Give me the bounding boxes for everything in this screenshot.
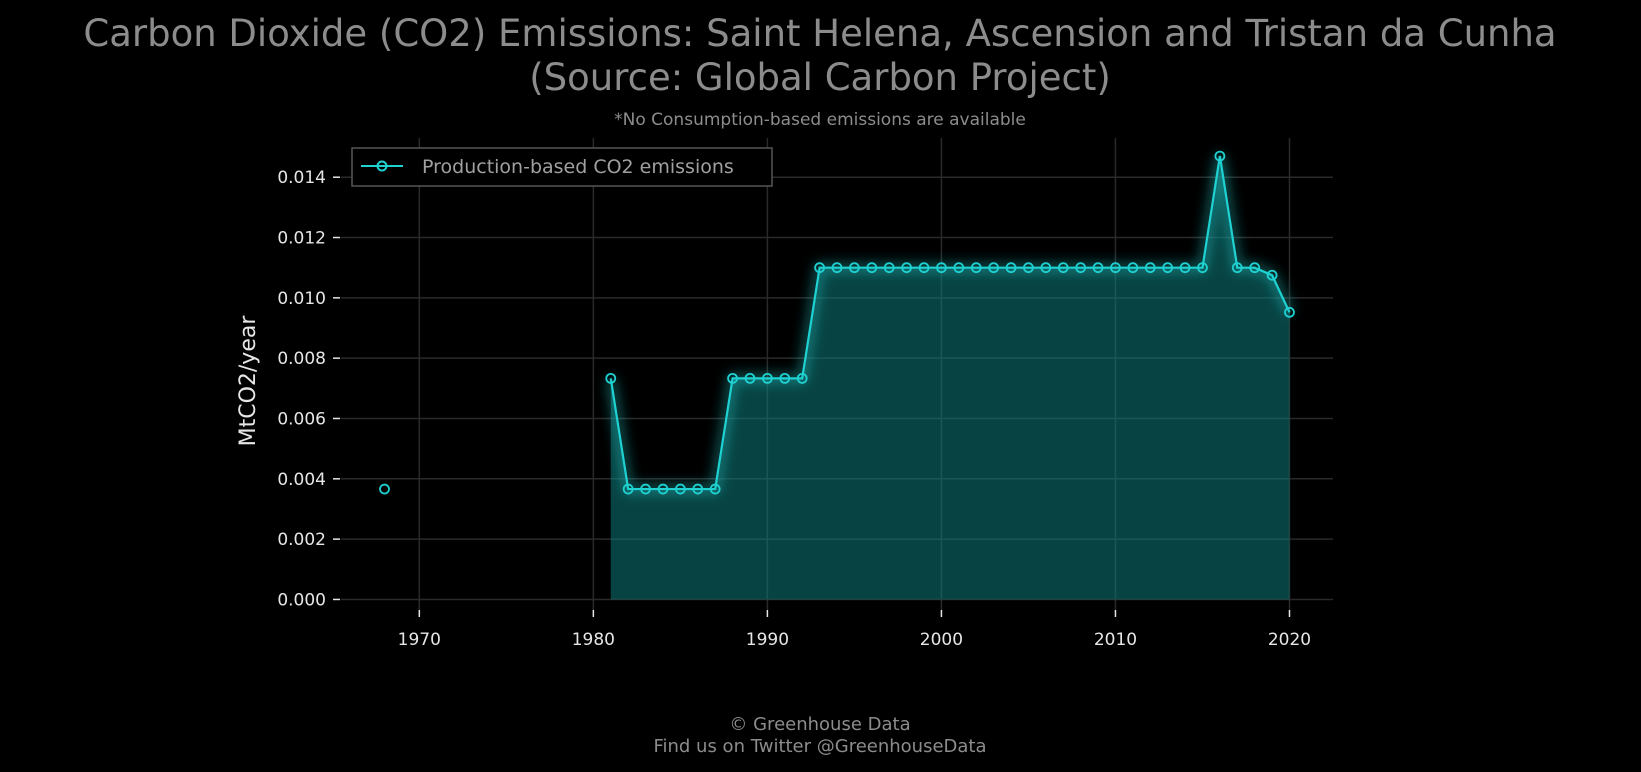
data-point-2020 [1284, 306, 1295, 318]
y-tick-label-0: 0.000 [277, 590, 326, 610]
data-point-2015 [1197, 262, 1208, 274]
x-tick-label-2020: 2020 [1268, 630, 1311, 650]
data-point-1981 [605, 372, 617, 384]
y-tick-label-1: 0.002 [277, 530, 326, 550]
data-point-1984 [657, 483, 669, 495]
x-tick-label-1990: 1990 [746, 630, 789, 650]
y-tick-label-7: 0.014 [277, 168, 326, 188]
data-point-2005 [1023, 262, 1034, 274]
x-axis-ticks: 1970 1980 1990 2000 2010 2020 [398, 610, 1311, 650]
x-tick-label-1980: 1980 [572, 630, 615, 650]
y-tick-label-5: 0.010 [277, 289, 326, 309]
series-line-layer [609, 155, 1291, 491]
data-point-2017 [1231, 262, 1243, 274]
y-tick-label-2: 0.004 [277, 470, 326, 490]
data-point-2016 [1214, 150, 1226, 162]
data-point-2006 [1040, 262, 1052, 274]
legend-label: Production-based CO2 emissions [422, 156, 734, 178]
x-tick-label-2010: 2010 [1094, 630, 1137, 650]
data-point-2008 [1075, 262, 1087, 274]
footer-twitter: Find us on Twitter @GreenhouseData [653, 736, 986, 757]
data-point-1996 [866, 262, 878, 274]
data-point-1987 [709, 483, 721, 495]
series-line [609, 155, 1291, 491]
data-point-1985 [674, 483, 686, 495]
data-point-1986 [692, 483, 704, 495]
y-tick-label-3: 0.006 [277, 409, 326, 429]
data-point-2001 [953, 262, 965, 274]
data-point-1983 [640, 483, 651, 495]
legend-marker-swatch [376, 160, 388, 172]
data-point-2003 [988, 262, 1000, 274]
footer-copyright: © Greenhouse Data [729, 714, 910, 735]
data-point-2013 [1162, 262, 1174, 274]
chart-title-line1: Carbon Dioxide (CO2) Emissions: Saint He… [83, 12, 1556, 55]
chart-title-line2: (Source: Global Carbon Project) [529, 56, 1111, 99]
y-tick-label-4: 0.008 [277, 349, 326, 369]
data-point-2007 [1057, 262, 1069, 274]
data-point-2018 [1249, 262, 1261, 274]
series-area [610, 156, 1290, 600]
data-point-2011 [1127, 262, 1139, 274]
data-point-1995 [849, 262, 860, 274]
data-point-2009 [1092, 262, 1104, 274]
data-point-1990 [761, 372, 773, 384]
data-point-1994 [831, 262, 843, 274]
chart-subtitle: *No Consumption-based emissions are avai… [614, 110, 1026, 130]
data-point-1998 [901, 262, 913, 274]
data-point-2002 [970, 262, 982, 274]
data-point-1993 [814, 262, 825, 274]
y-axis-label: MtCO2/year [236, 315, 261, 447]
data-point-1989 [744, 372, 756, 384]
y-tick-label-6: 0.012 [277, 229, 326, 249]
data-point-2010 [1110, 262, 1121, 274]
data-point-2019 [1266, 269, 1278, 281]
data-point-1988 [727, 372, 738, 384]
data-point-1991 [779, 372, 791, 384]
legend: Production-based CO2 emissions [351, 147, 773, 187]
area-fill-layer [610, 156, 1290, 600]
data-point-1992 [796, 372, 808, 384]
data-point-1968 [379, 483, 390, 495]
data-point-1997 [883, 262, 895, 274]
data-markers [379, 150, 1295, 495]
data-point-2000 [936, 262, 947, 274]
data-point-1982 [622, 483, 634, 495]
data-point-2004 [1005, 262, 1017, 274]
data-point-1999 [918, 262, 930, 274]
y-axis-ticks: 0.000 0.002 0.004 0.006 0.008 0.010 0.012 0.014 [277, 168, 340, 610]
x-tick-label-2000: 2000 [920, 630, 963, 650]
data-point-2014 [1179, 262, 1191, 274]
data-point-2012 [1144, 262, 1156, 274]
x-tick-label-1970: 1970 [398, 630, 441, 650]
legend-box [351, 147, 773, 187]
